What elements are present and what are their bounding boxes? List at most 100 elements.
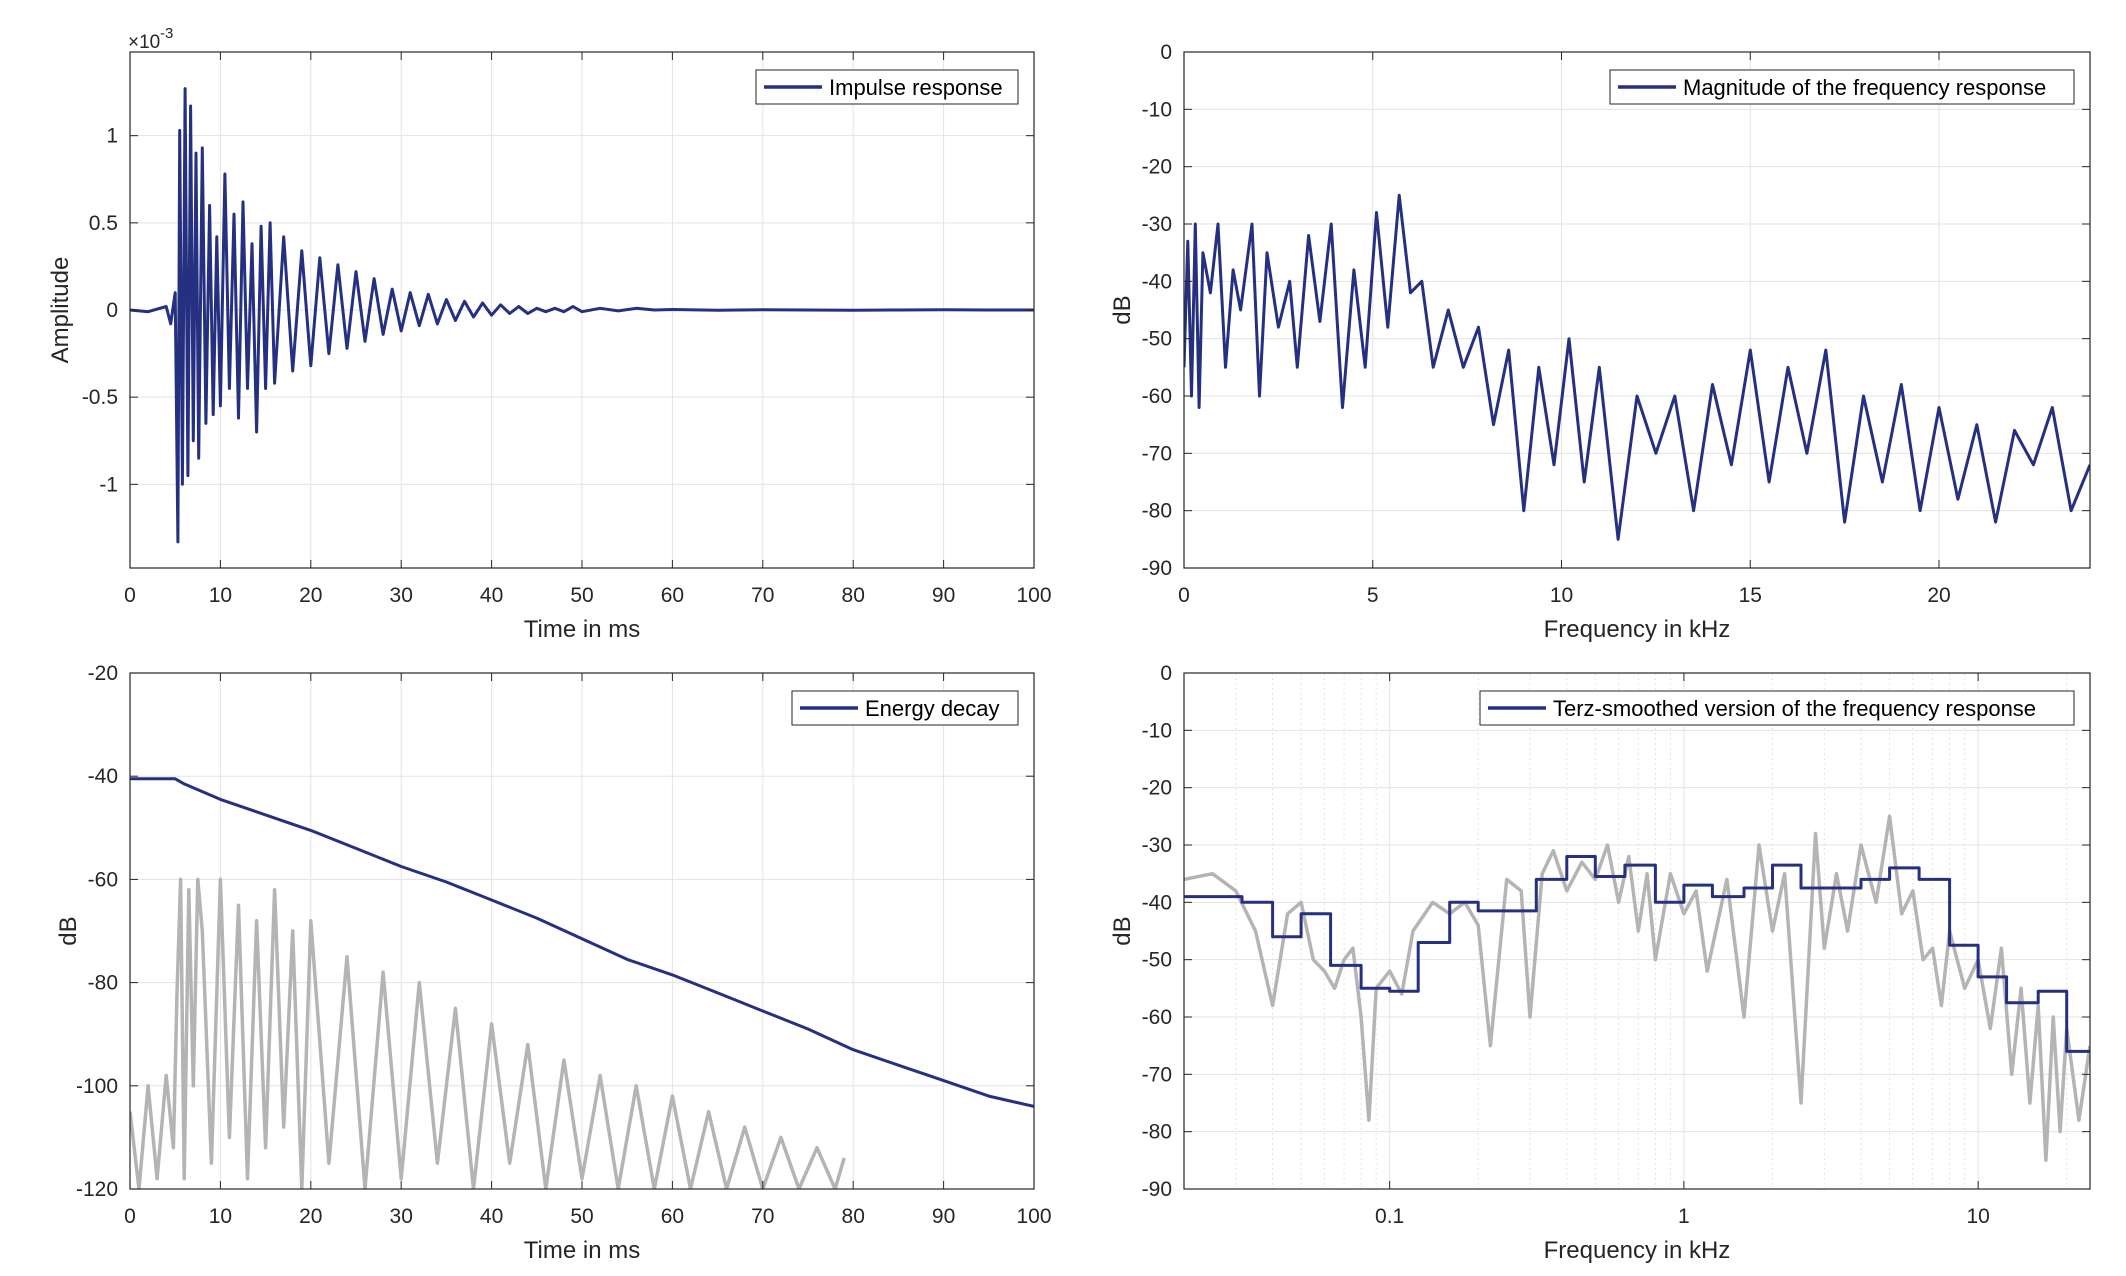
energy-y-tick-label: -40	[88, 765, 118, 788]
energy-main-series-line	[130, 777, 1034, 1108]
magnitude-y-tick-label: -50	[1142, 328, 1172, 351]
terz-y-tick-label: -50	[1142, 949, 1172, 972]
impulse-x-tick-label: 40	[480, 584, 503, 607]
energy-y-tick-label: -80	[88, 972, 118, 995]
energy-x-tick-label: 20	[299, 1205, 322, 1228]
terz-y-tick-label: -20	[1142, 777, 1172, 800]
energy-y-tick-label: -120	[76, 1178, 118, 1201]
impulse-x-tick-label: 90	[932, 584, 955, 607]
magnitude-y-tick-label: -20	[1142, 156, 1172, 179]
magnitude-legend-box	[1609, 69, 2075, 105]
magnitude-legend-label: Magnitude of the frequency response	[1683, 75, 2046, 100]
impulse-x-tick-label: 10	[209, 584, 232, 607]
magnitude-x-tick-label: 20	[1927, 584, 1950, 607]
impulse-legend: Impulse response	[755, 69, 1019, 105]
terz-legend-box	[1479, 690, 2075, 726]
impulse-legend-label: Impulse response	[829, 75, 1003, 100]
impulse-x-axis-label: Time in ms	[524, 616, 640, 643]
terz-minor-grid	[1235, 673, 2068, 1189]
magnitude-y-tick-label: -10	[1142, 98, 1172, 121]
terz-main-series-line	[1184, 855, 2090, 1053]
impulse-x-tick-label: 0	[124, 584, 136, 607]
terz-y-axis-label: dB	[1109, 916, 1136, 945]
terz-x-tick-label: 10	[1966, 1205, 1989, 1228]
terz-y-tick-label: 0	[1160, 662, 1172, 685]
energy-x-axis-label: Time in ms	[524, 1237, 640, 1264]
magnitude-y-tick-label: -60	[1142, 385, 1172, 408]
energy-x-tick-label: 70	[751, 1205, 774, 1228]
impulse-y-tick-label: -1	[99, 473, 118, 496]
magnitude-y-tick-label: -80	[1142, 500, 1172, 523]
terz-legend-label: Terz-smoothed version of the frequency r…	[1553, 696, 2036, 721]
magnitude-x-tick-label: 0	[1178, 584, 1190, 607]
magnitude-axes-box	[1183, 51, 2091, 569]
terz-y-tick-label: -90	[1142, 1178, 1172, 1201]
impulse-exponent-power: -3	[160, 25, 173, 42]
terz-background-series-line	[1184, 814, 2090, 1163]
impulse-x-tick-label: 100	[1016, 584, 1051, 607]
impulse-y-tick-label: 0.5	[89, 212, 118, 235]
impulse-y-tick-label: -0.5	[82, 386, 118, 409]
energy-x-tick-label: 30	[390, 1205, 413, 1228]
energy-x-tick-label: 0	[124, 1205, 136, 1228]
magnitude-series-group	[1184, 193, 2090, 541]
magnitude-y-tick-label: 0	[1160, 41, 1172, 64]
magnitude-x-axis-label: Frequency in kHz	[1544, 616, 1731, 643]
impulse-y-tick-label: 0	[106, 299, 118, 322]
impulse-response-panel: ×10 -3 0 10 20 30 40 50 60 70 80 90 100 1 0.5 0 -0.5 -1…	[47, 25, 1052, 643]
impulse-x-tick-label: 60	[661, 584, 684, 607]
impulse-x-tick-label: 80	[842, 584, 865, 607]
magnitude-legend: Magnitude of the frequency response	[1609, 69, 2075, 105]
terz-legend: Terz-smoothed version of the frequency r…	[1479, 690, 2075, 726]
energy-decay-panel: 0 10 20 30 40 50 60 70 80 90 100 -20 -40 -60 -80 -100 -1…	[55, 662, 1052, 1264]
magnitude-y-tick-label: -70	[1142, 442, 1172, 465]
terz-y-tick-label: -40	[1142, 891, 1172, 914]
impulse-x-tick-label: 50	[570, 584, 593, 607]
energy-y-tick-label: -60	[88, 868, 118, 891]
energy-series-group	[130, 777, 1034, 1189]
magnitude-y-tick-label: -90	[1142, 557, 1172, 580]
terz-y-tick-label: -30	[1142, 834, 1172, 857]
terz-x-tick-label: 0.1	[1375, 1205, 1404, 1228]
impulse-x-tick-label: 70	[751, 584, 774, 607]
impulse-exponent-base: ×10	[128, 32, 160, 53]
energy-x-tick-label: 90	[932, 1205, 955, 1228]
magnitude-main-series-line	[1184, 193, 2090, 541]
energy-legend: Energy decay	[791, 690, 1019, 726]
terz-y-tick-label: -80	[1142, 1121, 1172, 1144]
energy-x-tick-label: 50	[570, 1205, 593, 1228]
magnitude-x-tick-label: 15	[1739, 584, 1762, 607]
energy-legend-label: Energy decay	[865, 696, 1000, 721]
energy-x-tick-label: 40	[480, 1205, 503, 1228]
energy-x-tick-label: 100	[1016, 1205, 1051, 1228]
terz-x-tick-label: 1	[1678, 1205, 1690, 1228]
impulse-x-tick-label: 30	[390, 584, 413, 607]
energy-background-series-line	[130, 877, 846, 1189]
energy-y-tick-label: -20	[88, 662, 118, 685]
energy-x-tick-label: 60	[661, 1205, 684, 1228]
terz-grid	[1184, 672, 2090, 1190]
terz-x-axis-label: Frequency in kHz	[1544, 1237, 1731, 1264]
energy-y-axis-label: dB	[55, 916, 82, 945]
terz-smoothed-panel: 0.1 1 10 0 -10 -20 -30 -40 -50 -60 -70 -80 -90 Freque…	[1109, 662, 2091, 1264]
magnitude-x-tick-label: 5	[1367, 584, 1379, 607]
energy-x-tick-label: 80	[842, 1205, 865, 1228]
impulse-x-tick-label: 20	[299, 584, 322, 607]
terz-y-tick-label: -70	[1142, 1063, 1172, 1086]
energy-y-tick-label: -100	[76, 1075, 118, 1098]
impulse-series-group	[130, 87, 1034, 544]
terz-axes-box	[1183, 672, 2091, 1190]
magnitude-x-tick-label: 10	[1550, 584, 1573, 607]
terz-y-tick-label: -60	[1142, 1006, 1172, 1029]
impulse-y-axis-label: Amplitude	[47, 257, 74, 364]
impulse-main-series-line	[130, 87, 1034, 544]
impulse-y-tick-label: 1	[106, 125, 118, 148]
magnitude-y-axis-label: dB	[1109, 295, 1136, 324]
terz-y-tick-label: -10	[1142, 719, 1172, 742]
magnitude-y-tick-label: -30	[1142, 213, 1172, 236]
magnitude-y-tick-label: -40	[1142, 270, 1172, 293]
terz-series-group	[1184, 814, 2090, 1163]
magnitude-panel: 0 5 10 15 20 0 -10 -20 -30 -40 -50 -60 -70 -80 -90 Freq…	[1109, 41, 2091, 643]
energy-x-tick-label: 10	[209, 1205, 232, 1228]
